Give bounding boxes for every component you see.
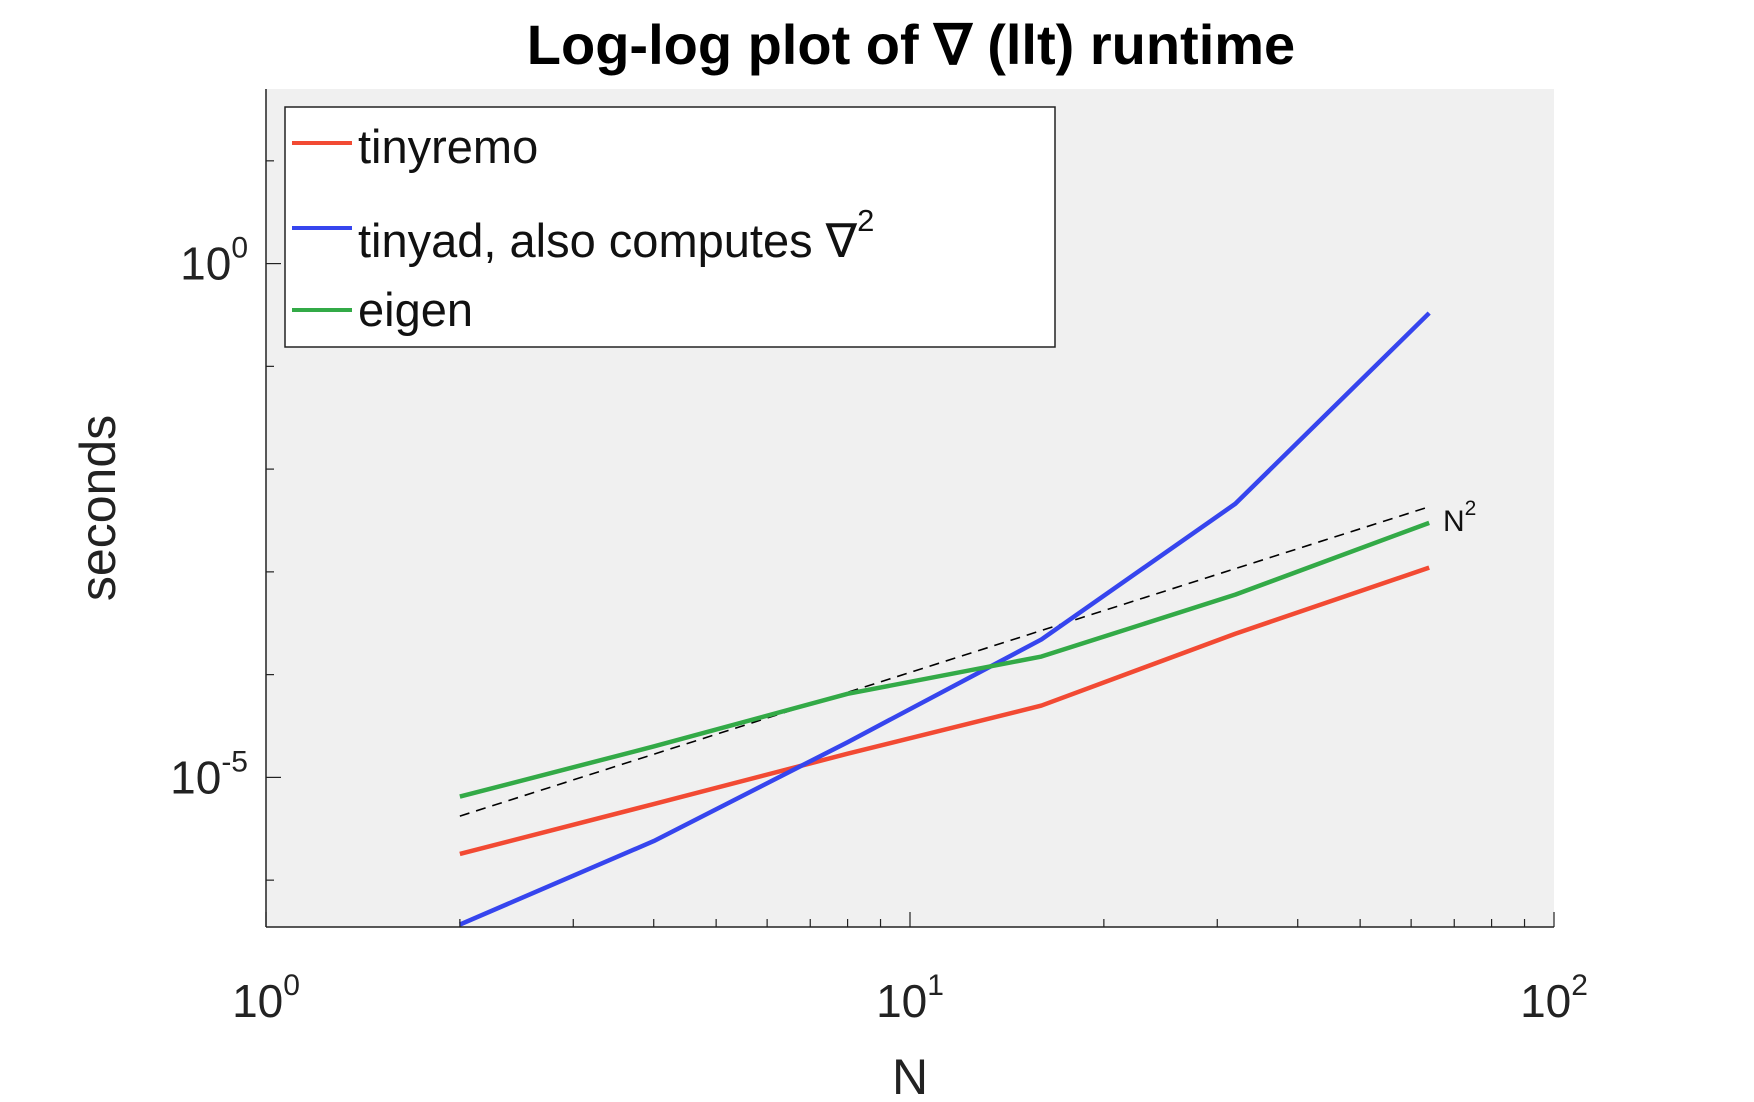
series-line-tinyad — [458, 311, 1431, 927]
y-tick-label: 10-5 — [170, 745, 248, 803]
tick-labels: 100 101 102 10-5 100 — [170, 232, 1588, 1027]
y-tick-label: 100 — [180, 232, 248, 290]
axes-layer — [265, 89, 1555, 928]
x-tick-label: 102 — [1520, 969, 1588, 1027]
x-tick-label: 100 — [232, 969, 300, 1027]
legend: tinyremo tinyad, also computes ∇2 eigen — [284, 106, 1056, 348]
reference-line-label-main: N — [1443, 505, 1465, 538]
legend-box — [284, 106, 1056, 348]
legend-label-eigen: eigen — [358, 283, 473, 336]
reference-line-label: N2 — [1443, 497, 1476, 538]
legend-label-tinyremo: tinyremo — [358, 120, 538, 173]
legend-label-tinyad-main: tinyad, also computes ∇ — [358, 214, 858, 267]
x-axis-label: N — [892, 1049, 928, 1102]
chart-title: Log-log plot of ∇ (llt) runtime — [527, 13, 1295, 76]
legend-label-tinyad-sup: 2 — [857, 203, 874, 238]
x-tick-label: 101 — [876, 969, 944, 1027]
reference-line-label-sup: 2 — [1465, 497, 1477, 520]
legend-label-tinyad: tinyad, also computes ∇2 — [358, 203, 874, 267]
y-axis-label: seconds — [70, 415, 126, 601]
series-layer — [458, 311, 1431, 927]
series-line-eigen — [459, 520, 1430, 799]
series-line-tinyremo — [459, 565, 1430, 857]
